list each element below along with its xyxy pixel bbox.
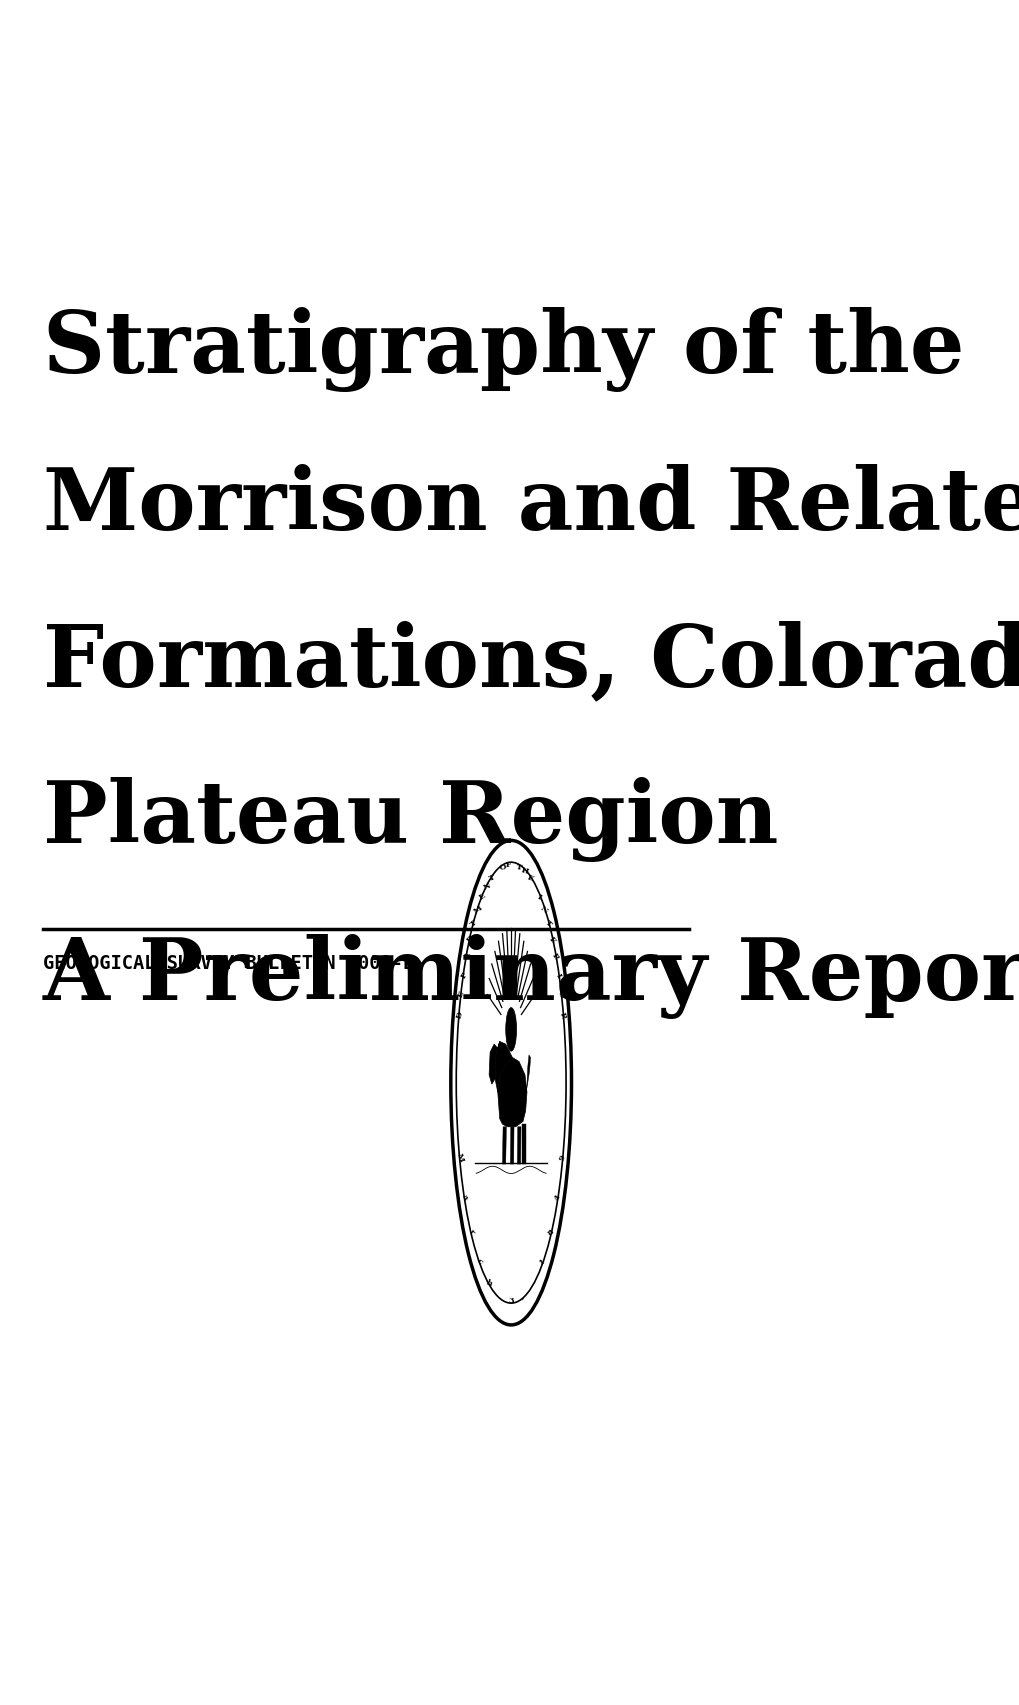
Text: A: A — [462, 951, 472, 962]
Text: 3: 3 — [507, 1298, 514, 1304]
Text: P: P — [459, 970, 469, 980]
Text: F: F — [505, 861, 511, 870]
Text: T: T — [543, 919, 552, 929]
Text: 9: 9 — [557, 1153, 567, 1161]
Text: O: O — [555, 991, 566, 999]
Text: Morrison and Related: Morrison and Related — [43, 464, 1019, 547]
Text: N: N — [538, 904, 549, 916]
Polygon shape — [522, 1124, 525, 1165]
Text: 1: 1 — [537, 1257, 546, 1267]
Text: A Preliminary Report: A Preliminary Report — [43, 934, 1019, 1020]
Text: R: R — [550, 951, 560, 962]
Ellipse shape — [505, 1008, 516, 1052]
Polygon shape — [502, 1127, 505, 1165]
Text: M: M — [454, 1151, 465, 1163]
Text: T: T — [516, 863, 523, 871]
Text: H: H — [520, 866, 529, 876]
Text: r: r — [467, 1228, 476, 1236]
Text: E: E — [457, 991, 466, 999]
Text: I: I — [535, 893, 543, 902]
Text: O: O — [498, 863, 506, 871]
Text: GEOLOGICAL SURVEY BULLETIN 1009-E: GEOLOGICAL SURVEY BULLETIN 1009-E — [43, 953, 414, 974]
Text: a: a — [460, 1194, 470, 1202]
Text: 8: 8 — [545, 1228, 555, 1238]
Polygon shape — [510, 1127, 514, 1165]
Polygon shape — [489, 1042, 499, 1084]
Polygon shape — [526, 1055, 530, 1093]
Text: Plateau Region: Plateau Region — [43, 777, 777, 863]
Text: T: T — [469, 919, 479, 929]
Text: T: T — [488, 873, 496, 883]
Polygon shape — [494, 1042, 512, 1093]
Text: 4: 4 — [552, 1192, 561, 1202]
Text: M: M — [472, 904, 484, 916]
Text: ,: , — [520, 1292, 524, 1301]
Text: D: D — [454, 1011, 464, 1020]
Text: Formations, Colorado: Formations, Colorado — [43, 621, 1019, 704]
Text: I: I — [553, 972, 562, 979]
Text: R: R — [465, 934, 475, 945]
Text: R: R — [557, 1011, 568, 1020]
Text: c: c — [475, 1257, 484, 1265]
Text: E: E — [546, 934, 556, 945]
Text: E: E — [478, 892, 487, 902]
Polygon shape — [497, 1057, 527, 1127]
Text: E: E — [525, 873, 534, 883]
Polygon shape — [517, 1127, 521, 1165]
Text: N: N — [482, 881, 492, 892]
Text: h: h — [485, 1279, 493, 1287]
Text: Stratigraphy of the: Stratigraphy of the — [43, 307, 963, 392]
